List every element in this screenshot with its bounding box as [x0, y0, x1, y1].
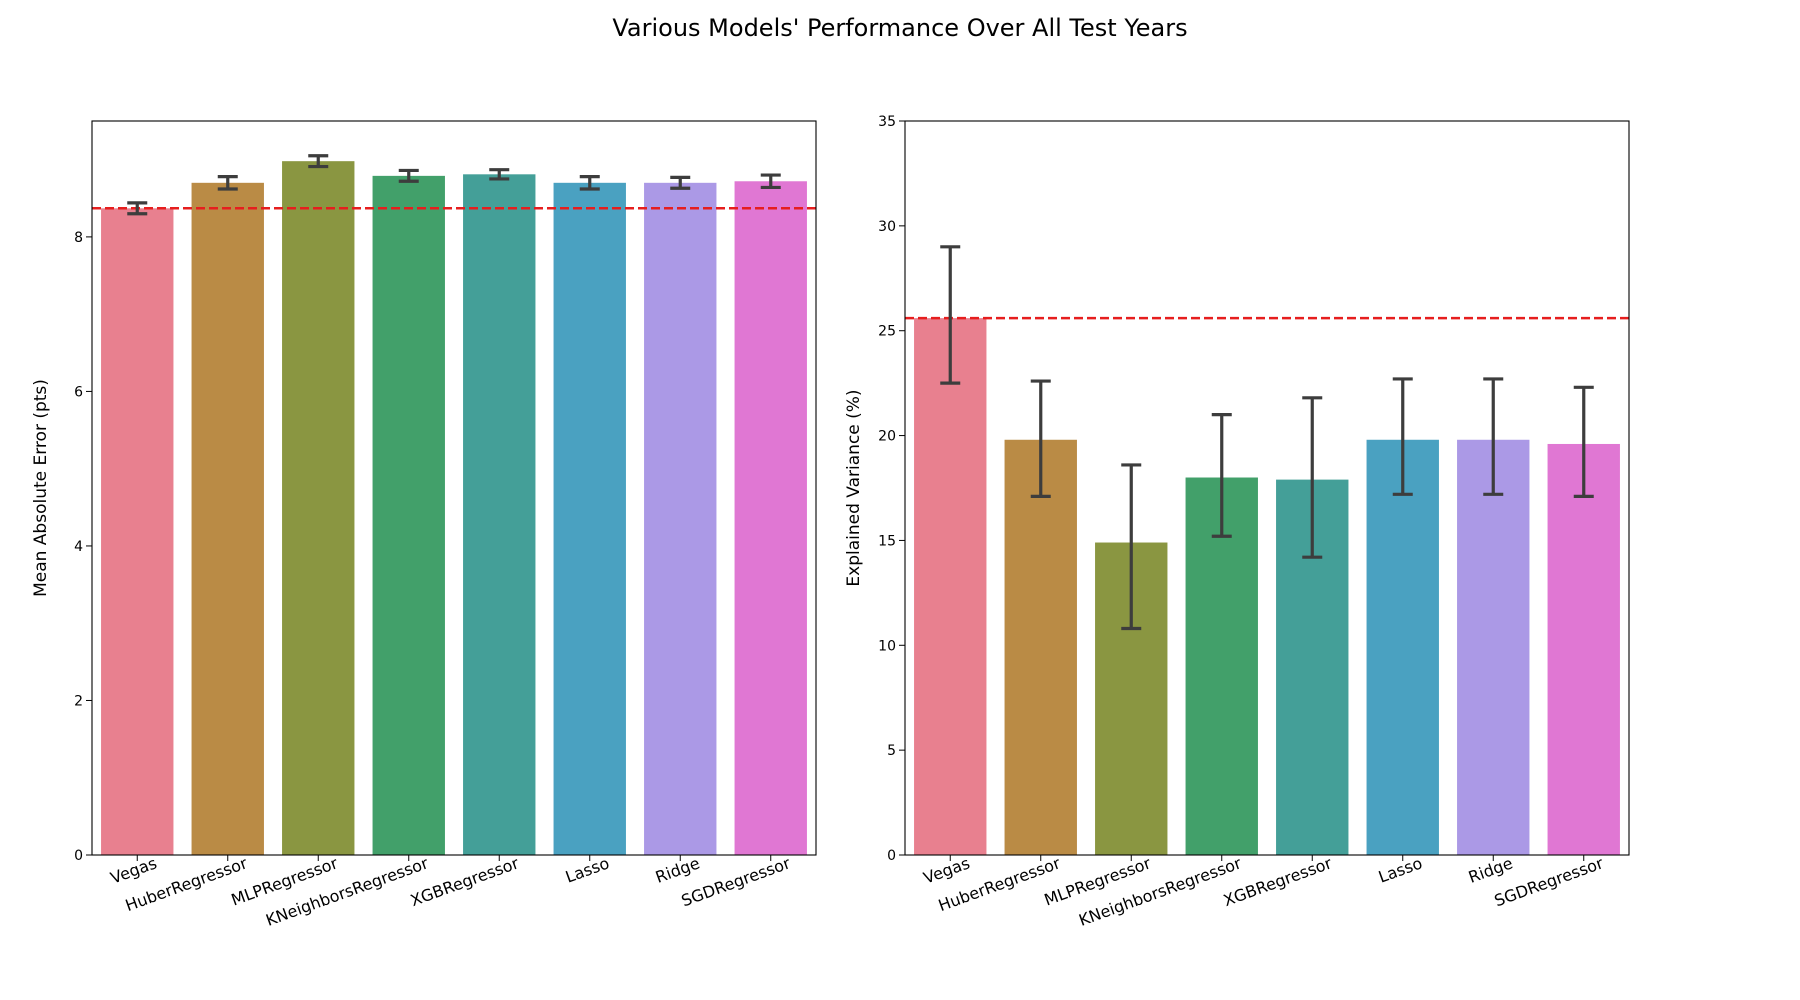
y-tick-label: 2	[74, 693, 83, 709]
axes-frame	[904, 120, 1630, 856]
x-tick-label-lasso: Lasso	[563, 853, 612, 886]
y-tick-label: 20	[878, 429, 896, 445]
bar-huberregressor	[191, 182, 264, 855]
bar-lasso	[1366, 439, 1439, 855]
bar-ridge	[1457, 439, 1530, 855]
bar-kneighborsregressor	[372, 175, 445, 856]
figure-title: Various Models' Performance Over All Tes…	[612, 14, 1188, 42]
y-tick-label: 5	[887, 743, 896, 759]
bar-sgdregressor	[734, 181, 807, 855]
x-tick-label-kneighborsregressor: KNeighborsRegressor	[1076, 853, 1244, 930]
y-tick-label: 6	[74, 384, 83, 400]
x-tick-label-kneighborsregressor: KNeighborsRegressor	[263, 853, 431, 930]
bar-vegas	[101, 208, 174, 855]
y-tick-label: 30	[878, 219, 896, 235]
x-tick-label-vegas: Vegas	[921, 853, 972, 887]
explained-variance-chart-panel: 05101520253035VegasHuberRegressorMLPRegr…	[844, 114, 1630, 930]
x-tick-label-ridge: Ridge	[1466, 853, 1515, 886]
x-tick-label-lasso: Lasso	[1376, 853, 1425, 886]
x-tick-label-vegas: Vegas	[108, 853, 159, 887]
axes-frame	[91, 120, 817, 856]
bar-lasso	[553, 182, 626, 855]
bar-mlpregressor	[282, 161, 355, 855]
y-tick-label: 8	[74, 230, 83, 246]
x-tick-label-ridge: Ridge	[653, 853, 702, 886]
y-tick-label: 35	[878, 114, 896, 130]
bar-huberregressor	[1004, 439, 1077, 855]
y-tick-label: 0	[74, 848, 83, 864]
y-tick-label: 4	[74, 539, 83, 555]
bar-xgbregressor	[463, 174, 536, 855]
y-axis-label: Explained Variance (%)	[844, 389, 864, 586]
bar-ridge	[644, 182, 717, 855]
mae-chart-panel: 02468VegasHuberRegressorMLPRegressorKNei…	[31, 120, 817, 930]
bar-sgdregressor	[1547, 443, 1620, 855]
y-tick-label: 10	[878, 638, 896, 654]
y-axis-label: Mean Absolute Error (pts)	[31, 379, 51, 597]
bar-vegas	[914, 318, 987, 855]
y-tick-label: 25	[878, 324, 896, 340]
y-tick-label: 15	[878, 533, 896, 549]
y-tick-label: 0	[887, 848, 896, 864]
bar-kneighborsregressor	[1185, 477, 1258, 855]
